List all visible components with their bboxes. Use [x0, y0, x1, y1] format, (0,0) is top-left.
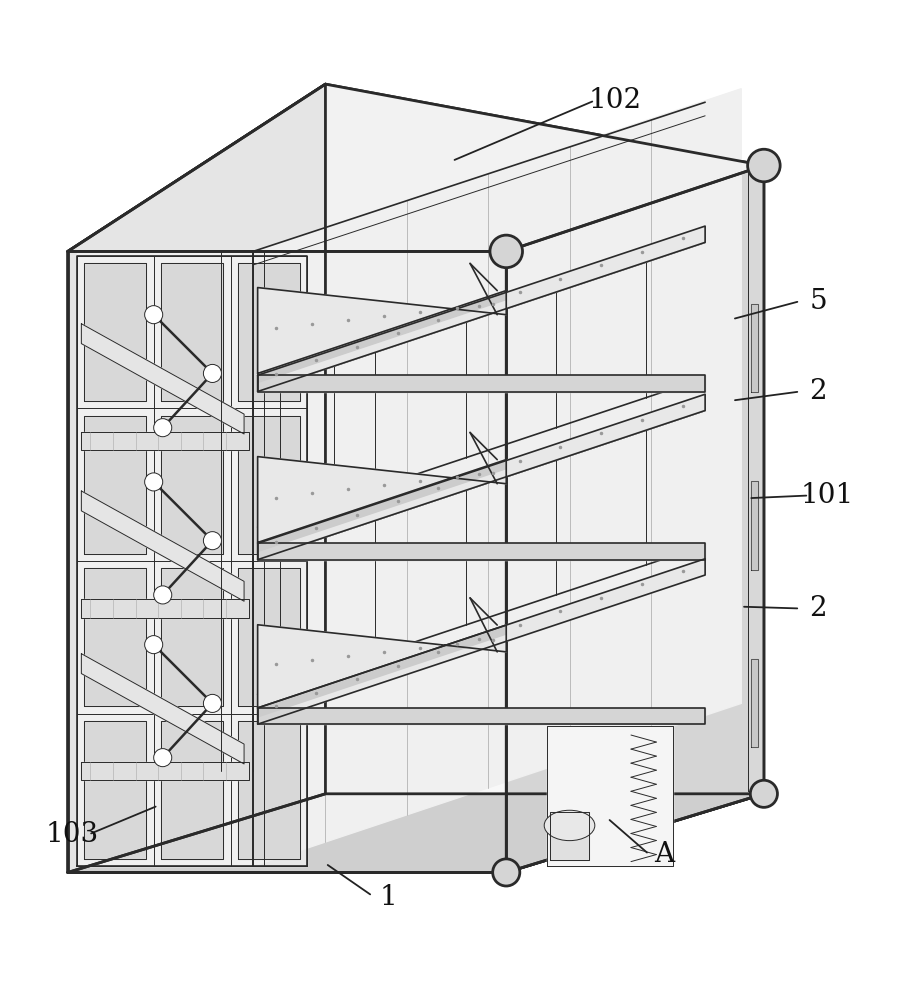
Polygon shape	[744, 400, 749, 573]
Polygon shape	[744, 191, 749, 364]
Polygon shape	[257, 258, 479, 384]
Polygon shape	[257, 559, 704, 724]
Polygon shape	[186, 271, 227, 409]
Polygon shape	[84, 416, 146, 554]
Text: 1: 1	[379, 884, 397, 911]
Polygon shape	[748, 166, 763, 792]
Polygon shape	[161, 263, 223, 401]
Polygon shape	[134, 271, 173, 409]
Polygon shape	[80, 722, 121, 860]
Polygon shape	[77, 256, 307, 866]
Polygon shape	[84, 568, 146, 706]
Polygon shape	[68, 84, 763, 251]
Polygon shape	[80, 422, 121, 559]
Polygon shape	[257, 226, 704, 392]
Polygon shape	[68, 84, 325, 872]
Polygon shape	[134, 422, 173, 559]
Circle shape	[203, 532, 221, 550]
Circle shape	[492, 859, 519, 886]
Polygon shape	[81, 432, 248, 450]
Polygon shape	[84, 721, 146, 859]
Circle shape	[144, 306, 163, 324]
Circle shape	[203, 694, 221, 712]
Polygon shape	[237, 721, 300, 859]
Text: A: A	[654, 841, 674, 868]
Polygon shape	[257, 708, 704, 724]
Circle shape	[203, 364, 221, 382]
Polygon shape	[68, 84, 325, 872]
Text: 2: 2	[808, 378, 826, 405]
Circle shape	[749, 780, 777, 807]
Text: 102: 102	[588, 87, 640, 114]
Polygon shape	[257, 625, 506, 717]
Polygon shape	[134, 572, 173, 710]
Polygon shape	[549, 812, 589, 860]
Polygon shape	[257, 457, 506, 542]
Polygon shape	[257, 288, 506, 373]
Polygon shape	[68, 794, 763, 872]
Circle shape	[154, 586, 172, 604]
Polygon shape	[161, 721, 223, 859]
Polygon shape	[740, 166, 763, 801]
Polygon shape	[81, 599, 248, 618]
Polygon shape	[506, 166, 763, 872]
Polygon shape	[257, 394, 704, 560]
Polygon shape	[68, 84, 763, 251]
Circle shape	[489, 235, 522, 268]
Polygon shape	[81, 324, 244, 434]
Polygon shape	[68, 84, 325, 872]
Polygon shape	[257, 460, 506, 552]
Polygon shape	[81, 491, 244, 601]
Polygon shape	[237, 416, 300, 554]
Polygon shape	[68, 251, 506, 872]
Text: 103: 103	[46, 821, 98, 848]
Polygon shape	[80, 572, 121, 710]
Polygon shape	[84, 263, 146, 401]
Polygon shape	[239, 173, 740, 872]
Polygon shape	[257, 291, 506, 382]
Polygon shape	[546, 726, 673, 866]
Circle shape	[154, 419, 172, 437]
Circle shape	[747, 149, 779, 182]
Polygon shape	[506, 166, 763, 872]
Ellipse shape	[544, 810, 594, 841]
Polygon shape	[68, 251, 506, 872]
Circle shape	[144, 473, 163, 491]
Polygon shape	[750, 304, 757, 392]
Polygon shape	[161, 416, 223, 554]
Text: 101: 101	[800, 482, 852, 509]
Polygon shape	[161, 568, 223, 706]
Polygon shape	[68, 251, 239, 872]
Polygon shape	[134, 722, 173, 860]
Polygon shape	[81, 762, 248, 780]
Polygon shape	[237, 568, 300, 706]
Polygon shape	[186, 422, 227, 559]
Polygon shape	[186, 722, 227, 860]
Polygon shape	[239, 251, 253, 872]
Text: 5: 5	[808, 288, 826, 315]
Polygon shape	[750, 659, 757, 747]
Circle shape	[154, 749, 172, 767]
Polygon shape	[257, 375, 704, 392]
Polygon shape	[257, 543, 704, 560]
Polygon shape	[750, 481, 757, 570]
Polygon shape	[186, 572, 227, 710]
Polygon shape	[237, 263, 300, 401]
Polygon shape	[744, 610, 749, 783]
Polygon shape	[77, 251, 253, 866]
Polygon shape	[81, 654, 244, 764]
Circle shape	[144, 636, 163, 654]
Polygon shape	[80, 271, 121, 409]
Text: 2: 2	[808, 595, 826, 622]
Polygon shape	[253, 89, 740, 866]
Polygon shape	[68, 794, 763, 872]
Polygon shape	[506, 173, 740, 872]
Polygon shape	[257, 625, 506, 708]
